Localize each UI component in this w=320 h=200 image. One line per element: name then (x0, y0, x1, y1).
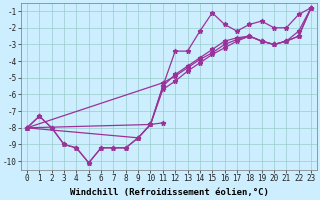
X-axis label: Windchill (Refroidissement éolien,°C): Windchill (Refroidissement éolien,°C) (69, 188, 268, 197)
